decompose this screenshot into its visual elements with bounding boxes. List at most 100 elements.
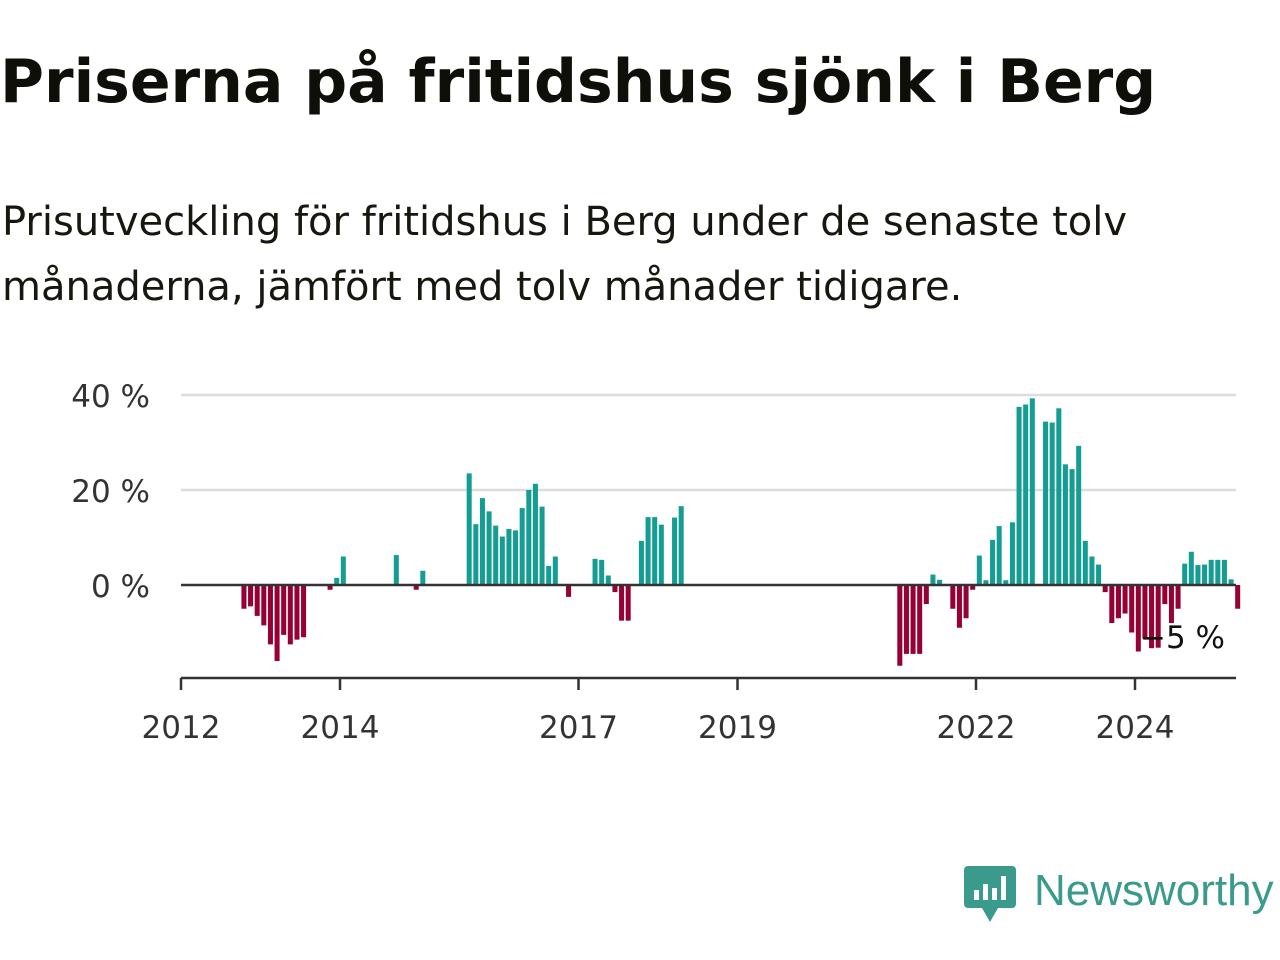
x-tick-label: 2019 xyxy=(698,710,777,746)
x-tick-label: 2014 xyxy=(301,710,380,746)
bar xyxy=(1056,408,1062,585)
bar xyxy=(1102,585,1108,593)
bar xyxy=(599,559,605,586)
bar xyxy=(1135,585,1141,652)
bar xyxy=(619,585,625,621)
bar xyxy=(1069,469,1075,585)
bar xyxy=(499,536,505,585)
bar xyxy=(1142,585,1148,639)
bar xyxy=(645,517,651,585)
bar xyxy=(612,585,618,593)
bar xyxy=(334,577,340,586)
bar xyxy=(638,540,644,586)
bar xyxy=(1049,422,1055,585)
bar xyxy=(1208,559,1214,586)
bar xyxy=(625,585,631,621)
bar xyxy=(506,528,512,585)
bar xyxy=(261,585,267,626)
bar xyxy=(1202,564,1208,586)
bar xyxy=(340,556,346,585)
x-tick-label: 2017 xyxy=(539,710,618,746)
bar xyxy=(917,585,923,654)
bar xyxy=(539,506,545,586)
bar xyxy=(413,585,419,590)
bar xyxy=(301,585,307,638)
bar xyxy=(486,511,492,586)
bar xyxy=(1122,585,1128,614)
bar xyxy=(519,508,525,585)
bar xyxy=(393,555,399,586)
bar xyxy=(1195,565,1201,585)
newsworthy-wordmark: Newsworthy xyxy=(1034,866,1274,915)
bar xyxy=(963,585,969,619)
bar xyxy=(287,585,293,645)
bar xyxy=(983,580,989,585)
bar xyxy=(420,570,426,585)
bar xyxy=(281,585,287,635)
bar xyxy=(1168,585,1174,623)
bar xyxy=(1096,564,1102,586)
bar xyxy=(1129,585,1135,633)
bar xyxy=(1082,540,1088,586)
bar xyxy=(605,575,611,585)
bar xyxy=(274,585,280,661)
bar xyxy=(473,524,479,585)
chart-title: Priserna på fritidshus sjönk i Berg xyxy=(0,47,1157,117)
bar xyxy=(672,517,678,585)
bar xyxy=(1182,563,1188,586)
bar xyxy=(1003,580,1009,585)
bars xyxy=(241,398,1241,666)
last-value-label: −5 % xyxy=(1140,620,1225,656)
bar xyxy=(1016,406,1022,586)
bar xyxy=(493,525,499,586)
bar xyxy=(950,585,956,609)
bar xyxy=(254,585,260,616)
bar xyxy=(294,585,300,640)
bar xyxy=(566,585,572,597)
y-tick-label: 20 % xyxy=(71,474,150,510)
bar xyxy=(267,585,273,645)
bar xyxy=(546,566,552,585)
bar xyxy=(910,585,916,654)
bar xyxy=(532,483,538,585)
chart-subtitle: Prisutveckling för fritidshus i Berg und… xyxy=(2,199,1128,310)
bar xyxy=(1235,585,1241,609)
bar xyxy=(1228,579,1234,585)
bar xyxy=(1029,398,1035,585)
bar xyxy=(1076,445,1082,585)
bar xyxy=(930,574,936,585)
bar xyxy=(592,558,598,586)
bar xyxy=(1215,559,1221,586)
y-tick-label: 0 % xyxy=(91,569,150,605)
bar xyxy=(552,556,558,585)
bar xyxy=(1009,522,1015,585)
bar xyxy=(248,585,254,607)
bar xyxy=(1155,585,1161,648)
bar xyxy=(1043,421,1049,585)
bar xyxy=(903,585,909,654)
bar xyxy=(658,524,664,585)
bar xyxy=(970,585,976,590)
bar xyxy=(466,473,472,586)
bar xyxy=(990,539,996,586)
bar xyxy=(1023,404,1029,585)
bar xyxy=(678,506,684,585)
bar xyxy=(923,585,929,604)
bar xyxy=(479,498,485,585)
bar xyxy=(996,526,1002,585)
bar xyxy=(976,555,982,585)
bar xyxy=(1149,585,1155,649)
labels: 0 % 20 % 40 % 2012 2014 2017 2019 2022 2024 −5 % xyxy=(71,379,1225,746)
bar xyxy=(241,585,247,609)
bar xyxy=(327,585,333,590)
x-tick-label: 2022 xyxy=(937,710,1016,746)
bar xyxy=(937,579,943,585)
bar xyxy=(1188,551,1194,585)
bar xyxy=(956,585,962,628)
newsworthy-chart-bubble-icon xyxy=(964,866,1016,922)
bar xyxy=(1062,464,1068,585)
bar xyxy=(1115,585,1121,619)
bar xyxy=(526,490,532,585)
bar xyxy=(1109,585,1115,623)
y-tick-label: 40 % xyxy=(71,379,150,415)
